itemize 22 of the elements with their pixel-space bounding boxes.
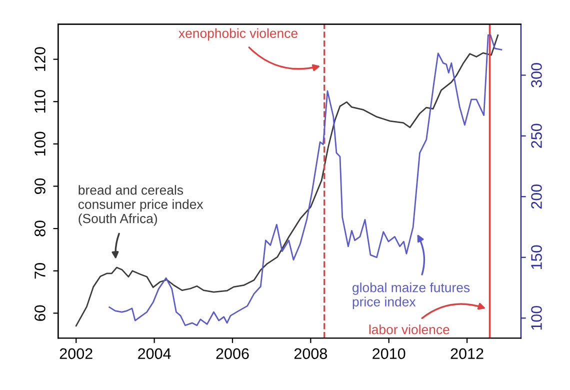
x-tick-label: 2006: [216, 348, 249, 360]
y2-tick-label: 300: [531, 63, 542, 88]
y2-tick-label: 250: [531, 124, 542, 148]
y2-tick-label: 200: [531, 184, 542, 209]
x-tick-label: 2004: [138, 348, 171, 360]
ref-line-label: xenophobic violence: [178, 28, 298, 41]
text: global maize futures price index: [352, 282, 470, 310]
x-tick-label: 2010: [372, 348, 406, 360]
y2-tick-label: 100: [531, 306, 542, 330]
y2-tick-label: 150: [531, 245, 542, 269]
y-tick-label: 120: [34, 47, 46, 71]
text: bread and cereals consumer price index (South Africa): [78, 185, 204, 226]
x-tick-label: 2008: [294, 348, 327, 360]
y-tick-label: 70: [34, 262, 46, 279]
y-tick-label: 100: [34, 132, 46, 156]
y-tick-label: 80: [34, 220, 46, 236]
x-tick-label: 2002: [60, 348, 92, 360]
y-tick-label: 90: [34, 178, 46, 194]
x-tick-label: 2012: [450, 348, 484, 360]
y-tick-label: 110: [34, 90, 46, 113]
ref-line-label: labor violence: [369, 324, 450, 334]
y-tick-label: 60: [34, 305, 46, 321]
